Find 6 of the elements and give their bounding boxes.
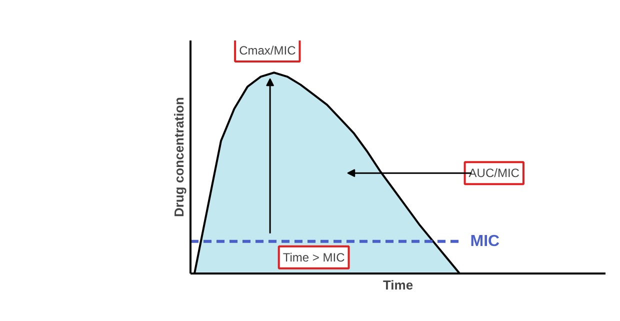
ref-line-label: MIC bbox=[470, 232, 500, 250]
x-axis-title: Time bbox=[382, 278, 414, 292]
annotation: Time > MIC bbox=[282, 250, 346, 264]
text: Cmax/MIC bbox=[239, 44, 296, 58]
y-axis-title: Drug concentration bbox=[172, 96, 186, 217]
text: AUC/MIC bbox=[468, 166, 520, 180]
